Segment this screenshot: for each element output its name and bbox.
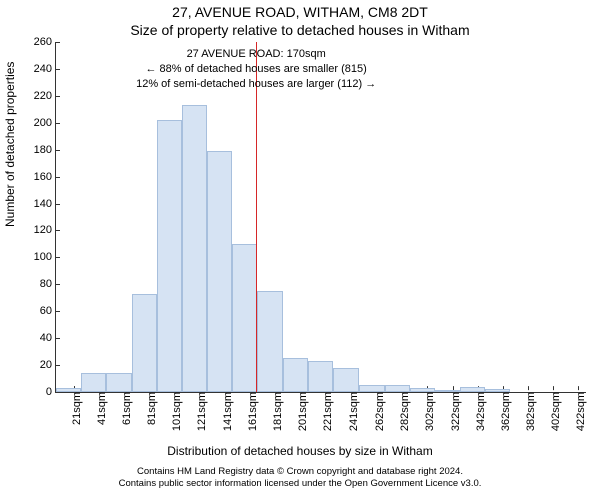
- x-tick: 161sqm: [241, 392, 259, 431]
- histogram-bar: [435, 390, 460, 392]
- y-tick: 140: [34, 198, 56, 210]
- histogram-bar: [132, 294, 157, 392]
- y-tick: 120: [34, 224, 56, 236]
- x-tick: 121sqm: [190, 392, 208, 431]
- x-tick: 221sqm: [316, 392, 334, 431]
- y-tick: 20: [40, 359, 56, 371]
- plot-area: 02040608010012014016018020022024026021sq…: [55, 42, 586, 393]
- y-tick: 40: [40, 332, 56, 344]
- histogram-bar: [359, 385, 384, 392]
- x-tick: 262sqm: [368, 392, 386, 431]
- chart-title-line1: 27, AVENUE ROAD, WITHAM, CM8 2DT: [0, 4, 600, 20]
- chart-title-line2: Size of property relative to detached ho…: [0, 22, 600, 38]
- y-tick: 0: [46, 386, 56, 398]
- y-tick: 180: [34, 144, 56, 156]
- histogram-bar: [283, 358, 308, 392]
- chart-container: 27, AVENUE ROAD, WITHAM, CM8 2DT Size of…: [0, 0, 600, 500]
- x-axis-label: Distribution of detached houses by size …: [0, 444, 600, 458]
- reference-line: [256, 42, 257, 392]
- footer-line2: Contains public sector information licen…: [0, 478, 600, 490]
- y-axis-label: Number of detached properties: [3, 62, 17, 227]
- x-tick: 141sqm: [216, 392, 234, 431]
- histogram-bar: [410, 388, 435, 392]
- x-tick: 322sqm: [444, 392, 462, 431]
- annotation-box: 27 AVENUE ROAD: 170sqm← 88% of detached …: [136, 47, 376, 92]
- y-tick: 240: [34, 63, 56, 75]
- histogram-bar: [182, 105, 207, 392]
- y-tick: 100: [34, 251, 56, 263]
- annotation-line: 27 AVENUE ROAD: 170sqm: [136, 47, 376, 62]
- histogram-bar: [106, 373, 131, 392]
- x-tick: 41sqm: [90, 392, 108, 425]
- histogram-bar: [157, 120, 182, 392]
- histogram-bar: [257, 291, 282, 392]
- chart-footer: Contains HM Land Registry data © Crown c…: [0, 466, 600, 491]
- x-tick: 241sqm: [342, 392, 360, 431]
- histogram-bar: [81, 373, 106, 392]
- histogram-bar: [385, 385, 410, 392]
- x-tick: 101sqm: [165, 392, 183, 431]
- x-tick: 342sqm: [469, 392, 487, 431]
- x-tick: 282sqm: [393, 392, 411, 431]
- x-tick: 362sqm: [494, 392, 512, 431]
- x-tick: 382sqm: [519, 392, 537, 431]
- histogram-bar: [232, 244, 257, 392]
- y-tick: 200: [34, 117, 56, 129]
- y-tick: 220: [34, 90, 56, 102]
- x-tick: 21sqm: [65, 392, 83, 425]
- y-tick: 60: [40, 305, 56, 317]
- x-tick: 402sqm: [544, 392, 562, 431]
- x-tick: 422sqm: [569, 392, 587, 431]
- annotation-line: 12% of semi-detached houses are larger (…: [136, 77, 376, 92]
- footer-line1: Contains HM Land Registry data © Crown c…: [0, 466, 600, 478]
- histogram-bar: [333, 368, 359, 392]
- histogram-bar: [485, 389, 510, 392]
- y-tick: 80: [40, 278, 56, 290]
- histogram-bar: [56, 388, 81, 392]
- y-tick: 260: [34, 36, 56, 48]
- histogram-bar: [207, 151, 232, 392]
- annotation-line: ← 88% of detached houses are smaller (81…: [136, 62, 376, 77]
- x-tick: 302sqm: [418, 392, 436, 431]
- y-tick: 160: [34, 171, 56, 183]
- histogram-bar: [308, 361, 333, 392]
- histogram-bar: [460, 387, 485, 392]
- x-tick: 61sqm: [115, 392, 133, 425]
- x-tick: 201sqm: [291, 392, 309, 431]
- x-tick: 181sqm: [266, 392, 284, 431]
- x-tick: 81sqm: [140, 392, 158, 425]
